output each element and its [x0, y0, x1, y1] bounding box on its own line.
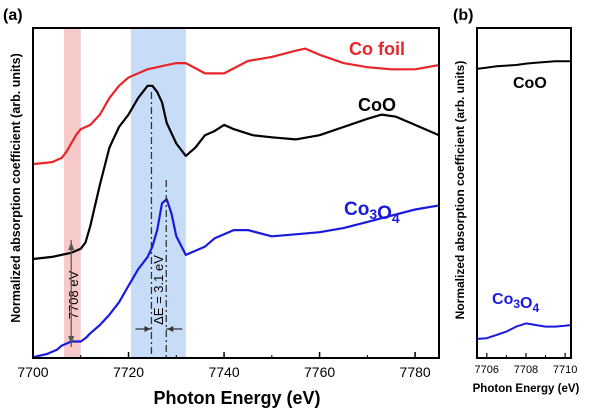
label-co-foil: Co foil	[349, 39, 405, 59]
arrow-up-icon	[68, 242, 75, 250]
arrow-right-icon	[144, 326, 151, 332]
label-b-coo: CoO	[513, 75, 547, 92]
series-lines	[32, 47, 440, 359]
x-tick-label: 7740	[208, 364, 239, 380]
arrow-left-icon	[167, 326, 174, 332]
x-tick-label: 7700	[17, 364, 48, 380]
x-axis-title-b: Photon Energy (eV)	[473, 383, 580, 395]
annotation-7708-ev: 7708 eV	[66, 270, 81, 319]
series-b-coo-line	[476, 60, 571, 70]
label-b-co3o4: Co3O4	[492, 291, 539, 315]
x-tick-label: 7710	[553, 364, 577, 376]
x-ticks: 7706 7708 7710	[475, 353, 577, 376]
panel-a-frame	[32, 27, 440, 359]
series-co-foil-line	[32, 47, 440, 166]
label-coo: CoO	[358, 95, 396, 115]
x-tick-label: 7780	[400, 364, 431, 380]
x-tick-label: 7708	[514, 364, 538, 376]
series-coo-line	[32, 84, 440, 261]
x-tick-label: 7720	[113, 364, 144, 380]
panel-b-label: (b)	[453, 7, 473, 24]
x-tick-label: 7706	[475, 364, 499, 376]
series-b-co-o-line	[476, 322, 572, 340]
y-axis-title-a: Normalized absorption coefficient (arb. …	[9, 53, 23, 322]
arrow-down-icon	[68, 336, 75, 345]
pink-band	[64, 28, 81, 358]
shaded-bands	[64, 28, 186, 358]
x-tick-label: 7760	[304, 364, 335, 380]
panel-b-frame	[476, 27, 572, 359]
y-axis-title-b: Normalized absorption coefficient (arb. …	[453, 61, 467, 320]
x-axis-title-a: Photon Energy (eV)	[153, 388, 320, 408]
x-ticks: 7700 7720 7740 7760 7780	[17, 352, 431, 380]
annotation-delta-e: ΔE = 3.1 eV	[151, 255, 166, 325]
label-co3o4: Co3O4	[344, 199, 400, 226]
panel-a-label: (a)	[3, 7, 23, 24]
series-lines	[476, 60, 572, 340]
annotations: 7708 eV ΔE = 3.1 eV	[66, 92, 183, 358]
blue-band	[130, 28, 186, 358]
panel-b-chart: 7706 7708 7710 Photon Energy (eV) Normaliz…	[453, 27, 580, 395]
series-co-o-line	[32, 198, 440, 359]
panel-a-chart: 7708 eV ΔE = 3.1 eV 7700 7720 7740 7760 7780…	[9, 27, 440, 408]
